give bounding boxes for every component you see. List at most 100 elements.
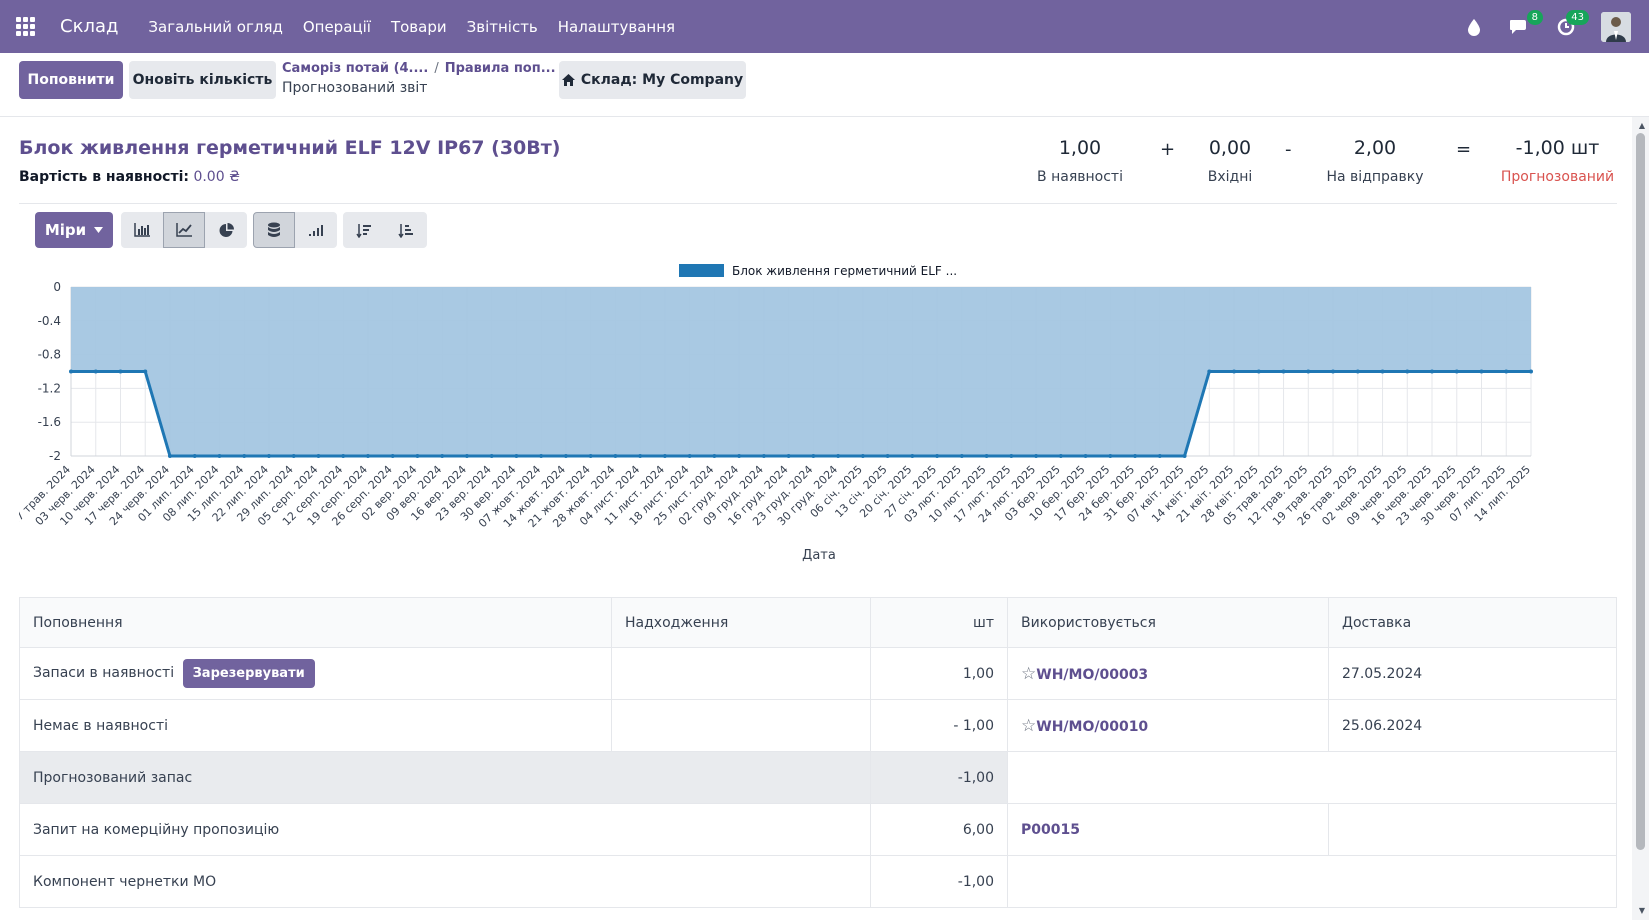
divider bbox=[19, 203, 1617, 204]
pie-chart-button[interactable] bbox=[205, 212, 247, 248]
data-point bbox=[341, 454, 346, 458]
update-quantity-button[interactable]: Оновіть кількість bbox=[129, 61, 276, 99]
data-point bbox=[390, 454, 395, 458]
rfq-row: Запит на комерційну пропозицію 6,00 P000… bbox=[19, 803, 1617, 856]
data-point bbox=[860, 454, 865, 458]
stat-forecast-value: -1,00 шт bbox=[1515, 137, 1600, 159]
table-row: Немає в наявності - 1,00 ☆WH/MO/00010 25… bbox=[19, 699, 1617, 752]
stacked-button[interactable] bbox=[253, 212, 295, 248]
data-point bbox=[687, 454, 692, 458]
stat-forecast-label: Прогнозований bbox=[1500, 169, 1615, 185]
row-replenishment-cell: Запаси в наявності Зарезервувати bbox=[19, 647, 612, 700]
data-point bbox=[984, 454, 989, 458]
report-content: Блок живлення герметичний ELF 12V IP67 (… bbox=[0, 117, 1632, 920]
row-delivery-cell: 25.06.2024 bbox=[1328, 699, 1617, 752]
scroll-down-arrow[interactable]: ▼ bbox=[1638, 906, 1645, 915]
menu-settings[interactable]: Налаштування bbox=[557, 17, 676, 36]
data-point bbox=[415, 454, 420, 458]
warehouse-filter-button[interactable]: Склад: My Company bbox=[559, 61, 746, 99]
data-point bbox=[1454, 369, 1459, 374]
data-point bbox=[563, 454, 568, 458]
bar-chart-button[interactable] bbox=[121, 212, 163, 248]
reserve-button[interactable]: Зарезервувати bbox=[182, 659, 315, 688]
data-point bbox=[266, 454, 271, 458]
forecast-stock-label: Прогнозований запас bbox=[19, 751, 871, 804]
col-delivery: Доставка bbox=[1328, 597, 1617, 648]
data-point bbox=[118, 369, 123, 374]
stock-value-amount: 0.00 ₴ bbox=[193, 169, 240, 185]
col-used-by: Використовується bbox=[1007, 597, 1329, 648]
measures-dropdown[interactable]: Міри bbox=[35, 212, 113, 248]
sort-ascending-button[interactable] bbox=[385, 212, 427, 248]
data-point bbox=[638, 454, 643, 458]
stat-outgoing[interactable]: 2,00 На відправку bbox=[1310, 137, 1440, 185]
stat-outgoing-value: 2,00 bbox=[1353, 137, 1397, 159]
legend-label: Блок живлення герметичний ELF ... bbox=[732, 264, 957, 278]
row-replenishment-cell: Немає в наявності bbox=[19, 699, 612, 752]
data-point bbox=[1034, 454, 1039, 458]
data-point bbox=[440, 454, 445, 458]
col-receipt: Надходження bbox=[611, 597, 871, 648]
chart-legend[interactable]: Блок живлення герметичний ELF ... bbox=[679, 264, 957, 278]
data-point bbox=[316, 454, 321, 458]
mo-link[interactable]: WH/MO/00010 bbox=[1036, 718, 1149, 735]
replenish-button[interactable]: Поповнити bbox=[19, 61, 123, 99]
breadcrumb: Саморіз потай (4.... / Правила поп... Прог… bbox=[282, 61, 556, 96]
data-point bbox=[1108, 454, 1113, 458]
graph-toolbar: Міри bbox=[35, 212, 427, 248]
breadcrumb-item-product[interactable]: Саморіз потай (4.... bbox=[282, 61, 429, 76]
breadcrumb-item-rules[interactable]: Правила поп... bbox=[444, 61, 556, 76]
data-point bbox=[1529, 369, 1533, 374]
activities-clock-icon[interactable]: 43 bbox=[1551, 9, 1589, 42]
user-avatar[interactable] bbox=[1601, 11, 1631, 42]
stock-value: Вартість в наявності: 0.00 ₴ bbox=[19, 169, 240, 185]
draft-mo-row: Компонент чернетки МО -1,00 bbox=[19, 855, 1617, 908]
data-point bbox=[737, 454, 742, 458]
stat-forecast[interactable]: -1,00 шт Прогнозований bbox=[1490, 137, 1625, 185]
menu-operations[interactable]: Операції bbox=[302, 17, 371, 36]
row-used-by-cell: ☆WH/MO/00003 bbox=[1007, 647, 1329, 700]
home-icon bbox=[561, 74, 575, 86]
messages-icon[interactable]: 8 bbox=[1505, 9, 1543, 42]
menu-reporting[interactable]: Звітність bbox=[466, 17, 538, 36]
col-replenishment: Поповнення bbox=[19, 597, 612, 648]
menu-overview[interactable]: Загальний огляд bbox=[148, 17, 283, 36]
measures-label: Міри bbox=[44, 221, 87, 239]
stat-incoming[interactable]: 0,00 Вхідні bbox=[1185, 137, 1275, 185]
star-icon[interactable]: ☆ bbox=[1021, 663, 1037, 684]
data-point bbox=[1355, 369, 1360, 374]
data-point bbox=[1306, 369, 1311, 374]
y-tick-label: -2 bbox=[49, 449, 61, 463]
y-tick-label: 0 bbox=[53, 280, 61, 294]
rfq-ref-link[interactable]: P00015 bbox=[1021, 821, 1080, 838]
app-brand[interactable]: Склад bbox=[60, 16, 119, 37]
apps-menu-icon[interactable] bbox=[16, 16, 36, 37]
mo-link[interactable]: WH/MO/00003 bbox=[1036, 666, 1149, 683]
data-point bbox=[959, 454, 964, 458]
data-point bbox=[1405, 369, 1410, 374]
data-point bbox=[192, 454, 197, 458]
line-chart-icon bbox=[176, 223, 192, 237]
drop-icon[interactable] bbox=[1459, 12, 1489, 42]
scrollbar-thumb[interactable] bbox=[1636, 133, 1645, 850]
rfq-empty bbox=[1328, 803, 1617, 856]
product-title[interactable]: Блок живлення герметичний ELF 12V IP67 (… bbox=[19, 137, 561, 159]
activities-count-badge: 43 bbox=[1566, 9, 1589, 25]
star-icon[interactable]: ☆ bbox=[1021, 715, 1037, 736]
row-receipt-cell bbox=[611, 699, 871, 752]
breadcrumb-separator: / bbox=[434, 61, 439, 76]
data-point bbox=[69, 369, 73, 374]
data-point bbox=[1133, 454, 1138, 458]
row-qty-cell: - 1,00 bbox=[870, 699, 1008, 752]
rfq-ref-cell: P00015 bbox=[1007, 803, 1329, 856]
data-point bbox=[167, 454, 172, 458]
scroll-up-arrow[interactable]: ▲ bbox=[1638, 121, 1645, 130]
data-point bbox=[786, 454, 791, 458]
cumulative-button[interactable] bbox=[295, 212, 337, 248]
line-chart-button[interactable] bbox=[163, 212, 205, 248]
sort-ascending-icon bbox=[398, 223, 413, 238]
row-receipt-cell bbox=[611, 647, 871, 700]
sort-descending-button[interactable] bbox=[343, 212, 385, 248]
stat-on-hand[interactable]: 1,00 В наявності bbox=[1015, 137, 1145, 185]
menu-products[interactable]: Товари bbox=[390, 17, 447, 36]
